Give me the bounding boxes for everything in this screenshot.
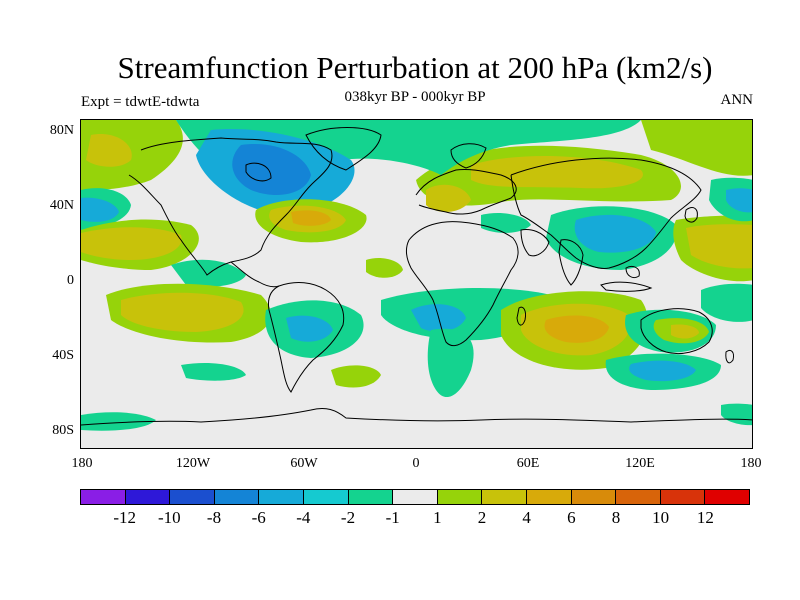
colorbar-label: 1 — [433, 508, 442, 527]
coastline-india — [558, 239, 584, 286]
colorbar-box — [571, 490, 617, 504]
contour-positive — [471, 155, 643, 189]
coastline-greenland — [305, 127, 382, 171]
colorbar-box — [348, 490, 394, 504]
coastline-antarctica — [81, 407, 752, 426]
contour-negative — [81, 412, 156, 431]
colorbar-box — [303, 490, 349, 504]
colorbar-box — [81, 490, 126, 504]
contour-positive — [291, 210, 331, 226]
colorbar-box — [616, 490, 661, 504]
coastlines — [81, 127, 752, 426]
colorbar-label: -4 — [296, 508, 311, 527]
colorbar-box — [660, 490, 706, 504]
colorbar-box — [705, 490, 749, 504]
coastline-hudson-bay — [245, 162, 272, 182]
contour-negative — [629, 360, 696, 382]
lon-tick-label: 180 — [71, 456, 93, 471]
contour-negative — [286, 315, 333, 342]
map-panel — [80, 119, 753, 449]
colorbar-label: -2 — [340, 508, 356, 527]
contour-negative — [427, 328, 474, 398]
season-label: ANN — [720, 92, 754, 108]
coastline-north-america — [128, 137, 333, 276]
lon-tick-label: 0 — [412, 456, 420, 471]
colorbar-box — [259, 490, 304, 504]
lat-tick-label: 0 — [67, 273, 74, 288]
map-subtitle: 038kyr BP - 000kyr BP — [344, 89, 486, 105]
experiment-label: Expt = tdwtE-tdwta — [81, 94, 200, 110]
colorbar-label: 4 — [522, 508, 531, 527]
contour-positive — [686, 224, 752, 269]
colorbar-label: 8 — [611, 508, 621, 527]
contour-positive — [671, 324, 699, 339]
lat-tick-label: 80S — [52, 423, 74, 438]
coastline-central-america — [230, 261, 280, 288]
colorbar-box — [393, 490, 438, 504]
colorbar-label: -10 — [157, 508, 181, 527]
lon-tick-label: 180 — [740, 456, 762, 471]
colorbar-box — [437, 490, 483, 504]
coastline-asia — [510, 157, 702, 269]
coastline-arabia — [520, 229, 550, 257]
coastline-scandinavia — [450, 143, 487, 169]
contour-negative — [701, 283, 752, 322]
contour-positive — [366, 258, 403, 278]
contour-positive — [86, 134, 132, 167]
contour-negative — [181, 363, 246, 381]
lat-tick-label: 40N — [49, 198, 74, 213]
coastline-madagascar — [516, 306, 526, 326]
colorbar — [80, 489, 750, 505]
colorbar-box — [526, 490, 572, 504]
coastline-africa — [406, 221, 519, 347]
colorbar-label: 10 — [652, 508, 670, 527]
contour-negative — [232, 144, 311, 195]
map-field — [81, 120, 752, 448]
coastline-japan — [684, 207, 698, 223]
colorbar-label: 12 — [696, 508, 714, 527]
lat-tick-label: 40S — [52, 348, 74, 363]
contour-positive — [121, 292, 244, 332]
coastline-europe — [415, 169, 517, 215]
colorbar-box — [482, 490, 527, 504]
coastline-new-zealand — [725, 349, 734, 364]
coastline-borneo — [625, 265, 640, 279]
contour-positive — [426, 184, 471, 212]
colorbar-label: -6 — [251, 508, 266, 527]
contour-field — [81, 120, 752, 431]
contour-positive — [81, 227, 182, 260]
contour-negative — [726, 188, 752, 213]
colorbar-label: 6 — [567, 508, 576, 527]
lon-tick-label: 60E — [516, 456, 540, 471]
colorbar-label: -1 — [385, 508, 400, 527]
contour-positive — [544, 315, 609, 343]
lon-tick-label: 60W — [290, 456, 318, 471]
lat-tick-label: 80N — [49, 123, 74, 138]
coastline-indonesia — [600, 281, 653, 292]
contour-positive — [641, 120, 752, 176]
map-title: Streamfunction Perturbation at 200 hPa (… — [117, 50, 713, 85]
colorbar-box — [214, 490, 260, 504]
contour-positive — [331, 365, 381, 388]
colorbar-box — [125, 490, 171, 504]
contour-negative — [81, 197, 119, 222]
lon-tick-label: 120E — [625, 456, 655, 471]
contour-negative — [574, 214, 656, 253]
lon-tick-label: 120W — [175, 456, 211, 471]
colorbar-label: 2 — [477, 508, 487, 527]
colorbar-label: -12 — [113, 508, 136, 527]
colorbar-box — [170, 490, 215, 504]
coastline-south-america — [268, 282, 345, 393]
coastline-australia — [640, 308, 713, 355]
colorbar-label: -8 — [206, 508, 222, 527]
